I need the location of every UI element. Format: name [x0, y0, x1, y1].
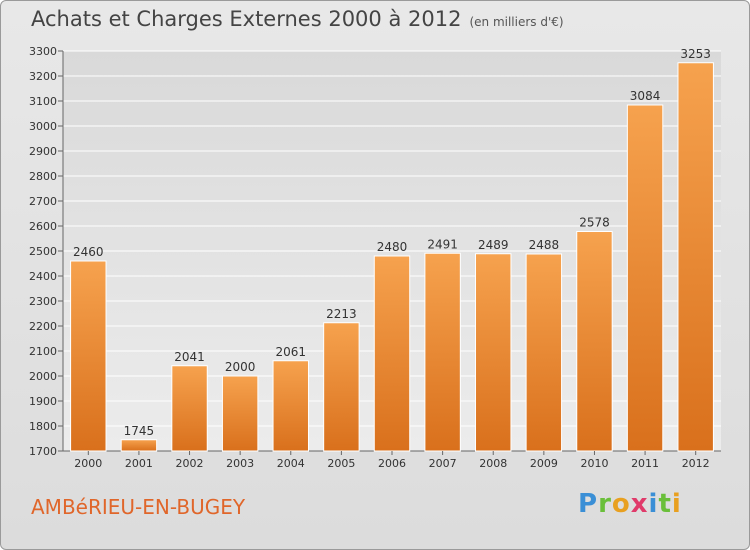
- logo-letter: P: [578, 489, 599, 519]
- bar: [70, 260, 107, 452]
- y-tick-label: 3000: [29, 120, 57, 133]
- proxiti-logo: Proxiti: [578, 489, 682, 519]
- y-tick-label: 2700: [29, 195, 57, 208]
- logo-letter: o: [611, 489, 631, 519]
- x-tick-label: 2006: [378, 457, 406, 470]
- logo-letter: r: [598, 489, 612, 519]
- y-tick-label: 1700: [29, 445, 57, 458]
- bar-value-label: 3253: [680, 47, 711, 61]
- bar-value-label: 2491: [427, 237, 458, 251]
- x-tick-label: 2012: [682, 457, 710, 470]
- x-tick-label: 2007: [429, 457, 457, 470]
- bar-value-label: 1745: [124, 424, 155, 438]
- y-tick-label: 2800: [29, 170, 57, 183]
- bar-value-label: 3084: [630, 89, 661, 103]
- bar: [272, 360, 309, 452]
- bar: [120, 439, 158, 452]
- logo-letter: i: [648, 489, 659, 519]
- y-tick-label: 2900: [29, 145, 57, 158]
- chart-title-text: Achats et Charges Externes 2000 à 2012: [31, 7, 462, 31]
- y-tick-label: 3300: [29, 45, 57, 58]
- x-tick-label: 2001: [125, 457, 153, 470]
- x-tick-label: 2010: [580, 457, 608, 470]
- bar: [171, 365, 208, 452]
- bar: [626, 104, 664, 452]
- y-tick-label: 1900: [29, 395, 57, 408]
- bar: [677, 62, 714, 452]
- bar-value-label: 2488: [529, 238, 560, 252]
- bar-value-label: 2489: [478, 238, 509, 252]
- x-tick-label: 2002: [176, 457, 204, 470]
- y-tick-label: 3100: [29, 95, 57, 108]
- bar-value-label: 2213: [326, 307, 357, 321]
- y-tick-label: 2500: [29, 245, 57, 258]
- y-tick-label: 2200: [29, 320, 57, 333]
- y-tick-label: 1800: [29, 420, 57, 433]
- x-tick-label: 2009: [530, 457, 558, 470]
- chart-title: Achats et Charges Externes 2000 à 2012 (e…: [31, 7, 564, 31]
- bar-value-label: 2061: [275, 345, 306, 359]
- x-tick-label: 2000: [74, 457, 102, 470]
- x-tick-label: 2005: [327, 457, 355, 470]
- bar: [424, 252, 461, 452]
- y-tick-label: 2600: [29, 220, 57, 233]
- bar-value-label: 2578: [579, 216, 610, 230]
- bar: [373, 255, 411, 452]
- y-tick-label: 2000: [29, 370, 57, 383]
- bar-value-label: 2041: [174, 350, 205, 364]
- bar-value-label: 2460: [73, 245, 104, 259]
- bar-value-label: 2000: [225, 360, 256, 374]
- y-tick-label: 2300: [29, 295, 57, 308]
- y-tick-label: 2100: [29, 345, 57, 358]
- logo-letter: x: [630, 489, 649, 519]
- logo-letter: i: [671, 489, 682, 519]
- bar: [221, 375, 259, 452]
- chart-unit: (en milliers d'€): [469, 15, 564, 29]
- logo-letter: t: [658, 489, 672, 519]
- y-tick-label: 3200: [29, 70, 57, 83]
- x-tick-label: 2008: [479, 457, 507, 470]
- bar-value-label: 2480: [377, 240, 408, 254]
- y-tick-label: 2400: [29, 270, 57, 283]
- bar: [525, 253, 563, 452]
- x-tick-label: 2003: [226, 457, 254, 470]
- bar: [475, 253, 512, 452]
- x-tick-label: 2011: [631, 457, 659, 470]
- x-tick-label: 2004: [277, 457, 305, 470]
- bar: [323, 322, 360, 452]
- commune-name: AMBéRIEU-EN-BUGEY: [31, 495, 246, 519]
- bar: [576, 231, 613, 452]
